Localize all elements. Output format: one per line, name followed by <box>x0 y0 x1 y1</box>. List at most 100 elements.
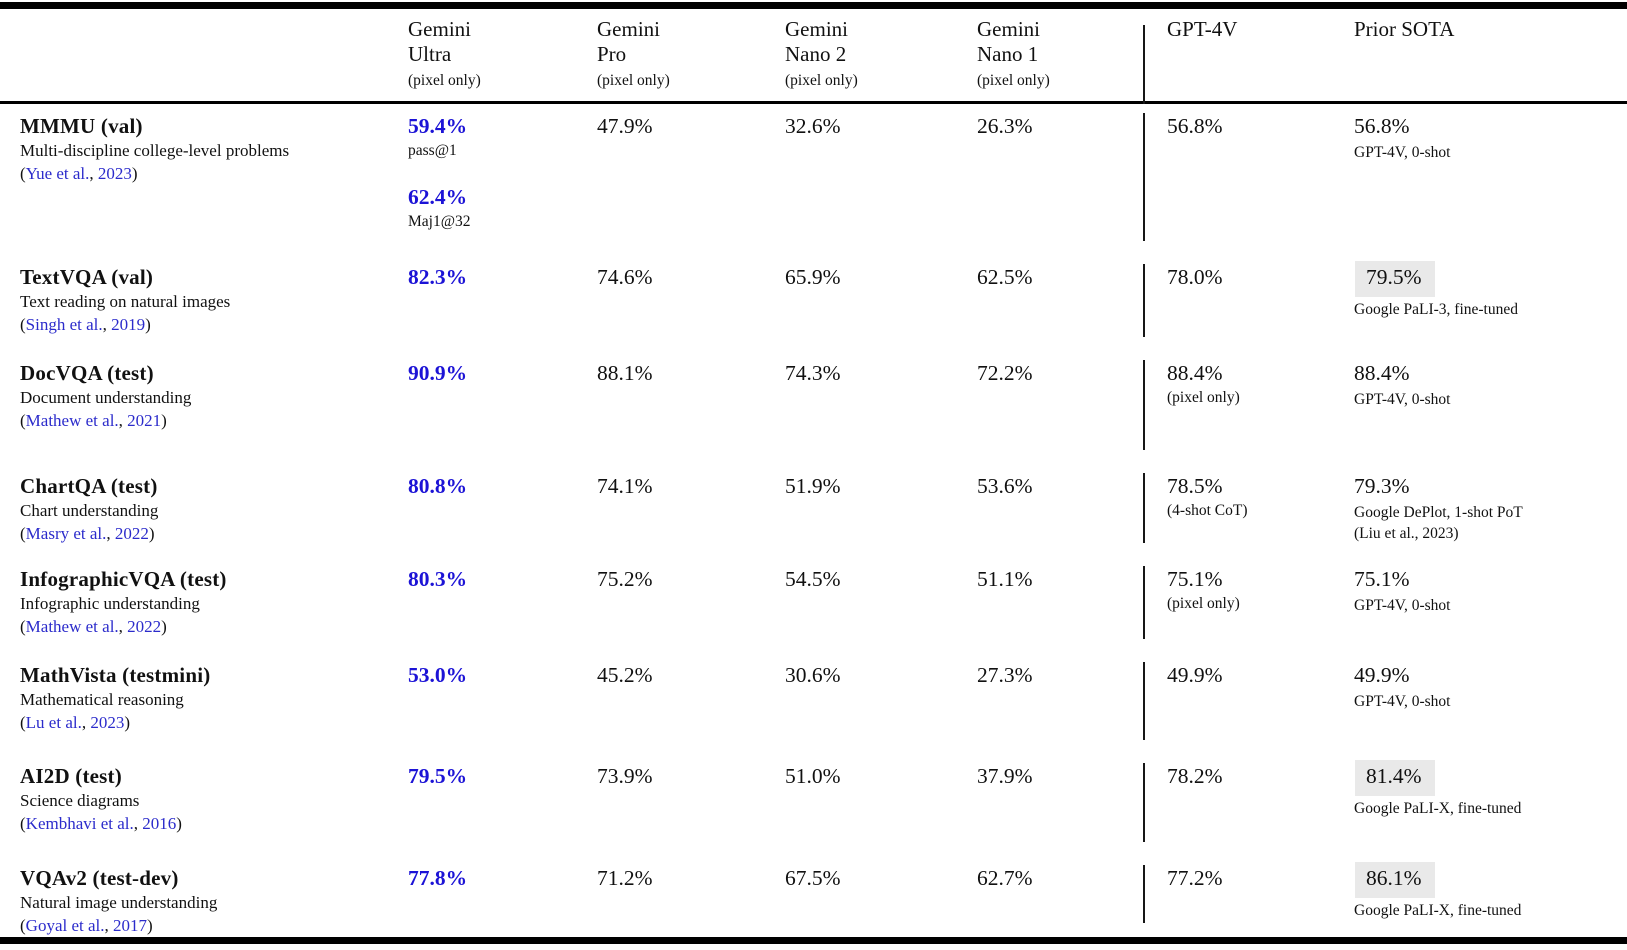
score-value: 51.1% <box>977 567 1033 591</box>
citation-paren-close: ) <box>148 524 155 543</box>
table-row: MMMU (val) Multi-discipline college-leve… <box>0 104 1627 255</box>
score-value: 53.6% <box>977 474 1033 498</box>
citation-year-link[interactable]: 2016 <box>142 814 177 833</box>
model-name-line2: Pro <box>597 42 627 66</box>
score-value: 45.2% <box>597 663 653 687</box>
score-value: 72.2% <box>977 361 1033 385</box>
citation-comma: , <box>89 164 98 183</box>
benchmark-label-cell: ChartQA (test) Chart understanding (Masr… <box>0 473 408 557</box>
cell-gemini-ultra: 79.5% <box>408 763 597 856</box>
score-value: 26.3% <box>977 114 1033 138</box>
citation-year-link[interactable]: 2022 <box>127 617 162 636</box>
model-name-line2: Nano 2 <box>785 42 847 66</box>
model-name-line1: Gemini <box>785 17 848 41</box>
citation-authors-link[interactable]: Masry et al. <box>25 524 107 543</box>
citation-comma: , <box>81 713 91 732</box>
cell-gemini-ultra: 53.0% <box>408 662 597 754</box>
benchmark-description: Infographic understanding <box>20 594 200 613</box>
benchmark-citation: (Mathew et al., 2021) <box>20 409 408 432</box>
citation-year-link[interactable]: 2021 <box>127 411 162 430</box>
score-value-secondary: 62.4% <box>408 185 468 209</box>
score-value: 49.9% <box>1354 663 1410 687</box>
model-name-line2: Ultra <box>408 42 452 66</box>
cell-prior-sota: 56.8% GPT-4V, 0-shot <box>1354 113 1627 255</box>
citation-authors-link[interactable]: Lu et al. <box>25 713 82 732</box>
table-bottom-rule <box>0 937 1627 944</box>
citation-paren-close: ) <box>131 164 138 183</box>
col-header-gemini-nano1: Gemini Nano 1 (pixel only) <box>977 17 1143 101</box>
cell-prior-sota: 75.1% GPT-4V, 0-shot <box>1354 566 1627 653</box>
citation-authors-link[interactable]: Mathew et al. <box>25 411 119 430</box>
col-header-name: Gemini Pro <box>597 17 785 67</box>
score-value: 73.9% <box>597 764 653 788</box>
table-top-rule <box>0 2 1627 9</box>
score-value: 75.1% <box>1167 567 1223 591</box>
score-value: 80.8% <box>408 474 468 498</box>
score-value: 74.1% <box>597 474 653 498</box>
score-value: 56.8% <box>1354 114 1410 138</box>
citation-year-link[interactable]: 2017 <box>113 916 148 935</box>
score-note-citation: (Liu et al., 2023) <box>1354 525 1459 542</box>
citation-authors-link[interactable]: Yue et al. <box>25 164 90 183</box>
cell-gemini-nano1: 62.5% <box>977 264 1143 351</box>
cell-prior-sota: 79.3% Google DePlot, 1-shot PoT (Liu et … <box>1354 473 1627 557</box>
col-header-note: (pixel only) <box>597 72 670 89</box>
table-row: ChartQA (test) Chart understanding (Masr… <box>0 464 1627 557</box>
score-value: 71.2% <box>597 866 653 890</box>
citation-year-link[interactable]: 2023 <box>97 164 132 183</box>
cell-gemini-nano1: 62.7% <box>977 865 1143 937</box>
score-value: 74.6% <box>597 265 653 289</box>
score-note: (pixel only) <box>1167 389 1240 406</box>
cell-gpt4v: 75.1% (pixel only) <box>1143 566 1354 653</box>
score-value: 79.5% <box>408 764 468 788</box>
score-note: pass@1 <box>408 142 457 159</box>
benchmark-description: Science diagrams <box>20 791 140 810</box>
citation-authors-link[interactable]: Mathew et al. <box>25 617 119 636</box>
score-note: Google DePlot, 1-shot PoT <box>1354 504 1523 521</box>
citation-year-link[interactable]: 2023 <box>90 713 125 732</box>
citation-paren-open: ( <box>20 524 26 543</box>
cell-gemini-nano2: 67.5% <box>785 865 977 937</box>
citation-paren-open: ( <box>20 315 26 334</box>
col-header-gemini-pro: Gemini Pro (pixel only) <box>597 17 785 101</box>
benchmark-citation: (Goyal et al., 2017) <box>20 914 408 937</box>
benchmark-description: Chart understanding <box>20 501 159 520</box>
benchmark-name: MathVista (testmini) <box>20 663 211 687</box>
score-value: 51.9% <box>785 474 841 498</box>
col-header-note: (pixel only) <box>977 72 1050 89</box>
citation-comma: , <box>118 411 128 430</box>
cell-prior-sota: 86.1% Google PaLI-X, fine-tuned <box>1354 862 1627 937</box>
benchmark-citation: (Yue et al., 2023) <box>20 162 408 185</box>
citation-paren-open: ( <box>20 411 26 430</box>
score-value: 74.3% <box>785 361 841 385</box>
score-note: Google PaLI-3, fine-tuned <box>1354 301 1518 318</box>
score-value: 47.9% <box>597 114 653 138</box>
benchmark-citation: (Kembhavi et al., 2016) <box>20 812 408 835</box>
col-header-prior-sota: Prior SOTA <box>1354 17 1627 101</box>
citation-year-link[interactable]: 2022 <box>114 524 149 543</box>
citation-authors-link[interactable]: Goyal et al. <box>25 916 105 935</box>
model-name-line2: Nano 1 <box>977 42 1039 66</box>
cell-prior-sota: 79.5% Google PaLI-3, fine-tuned <box>1354 261 1627 351</box>
score-value: 77.2% <box>1167 866 1223 890</box>
score-value: 62.5% <box>977 265 1033 289</box>
model-name-line1: Gemini <box>408 17 471 41</box>
score-value: 75.1% <box>1354 567 1410 591</box>
benchmark-label-cell: MMMU (val) Multi-discipline college-leve… <box>0 113 408 255</box>
citation-comma: , <box>102 315 112 334</box>
score-value-highlighted: 86.1% <box>1354 862 1627 898</box>
cell-gemini-nano1: 51.1% <box>977 566 1143 653</box>
header-benchmark-spacer <box>0 17 408 101</box>
cell-gemini-pro: 73.9% <box>597 763 785 856</box>
cell-gemini-pro: 71.2% <box>597 865 785 937</box>
benchmark-label-cell: MathVista (testmini) Mathematical reason… <box>0 662 408 754</box>
highlight-box: 86.1% <box>1355 862 1435 898</box>
score-value: 88.4% <box>1167 361 1223 385</box>
citation-year-link[interactable]: 2019 <box>111 315 146 334</box>
score-value-highlighted: 81.4% <box>1354 760 1627 796</box>
table-row: DocVQA (test) Document understanding (Ma… <box>0 351 1627 464</box>
score-value: 32.6% <box>785 114 841 138</box>
citation-authors-link[interactable]: Kembhavi et al. <box>25 814 134 833</box>
citation-authors-link[interactable]: Singh et al. <box>25 315 103 334</box>
citation-comma: , <box>118 617 128 636</box>
